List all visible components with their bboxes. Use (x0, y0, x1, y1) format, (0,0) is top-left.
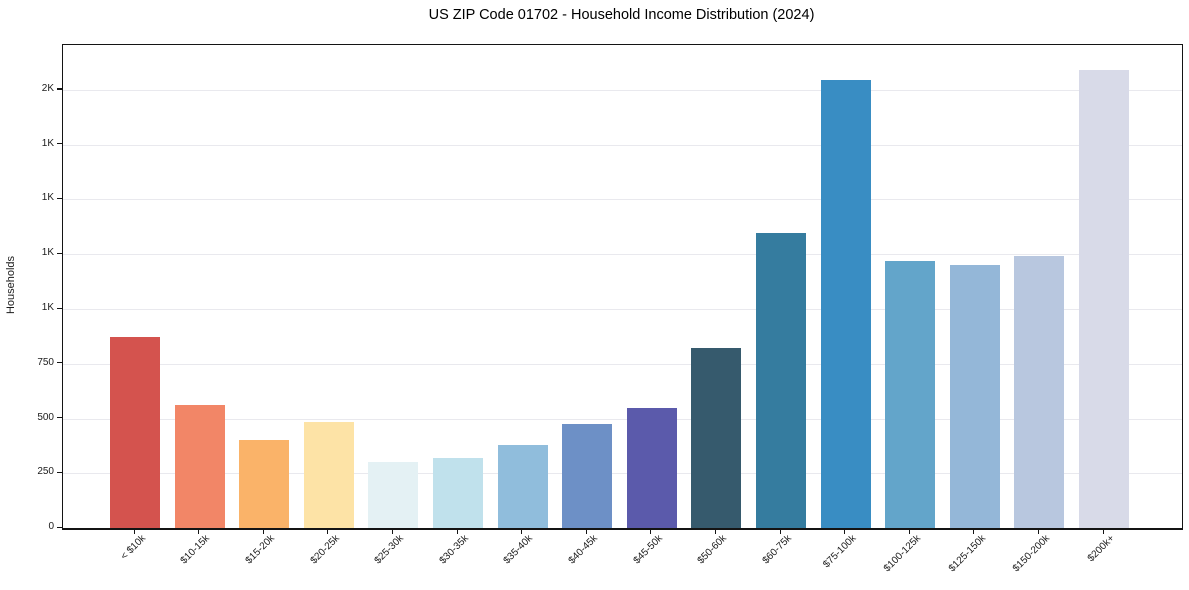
x-tick-mark (585, 529, 587, 534)
x-tick-label: $125-150k (946, 533, 988, 575)
bar (885, 260, 936, 528)
y-gridline (63, 418, 1182, 420)
y-gridline (63, 144, 1182, 146)
y-tick-label: 500 (37, 411, 54, 423)
bar (303, 421, 354, 528)
bar (626, 407, 677, 528)
y-gridline (63, 309, 1182, 310)
bar (1079, 70, 1129, 528)
x-tick-mark (714, 529, 717, 534)
x-tick-label: $10-15k (179, 533, 213, 567)
x-tick-mark (521, 529, 523, 534)
x-tick-mark (456, 529, 458, 534)
y-tick-mark (57, 417, 62, 419)
y-tick-mark (57, 307, 62, 309)
x-tick-mark (844, 529, 846, 534)
x-tick-mark (650, 529, 652, 534)
y-tick-mark (57, 252, 62, 254)
bar (820, 80, 871, 528)
y-axis-label: Households (5, 255, 17, 315)
x-tick-label: $60-75k (760, 533, 794, 567)
x-tick-label: $40-45k (566, 533, 600, 567)
x-tick-label: $75-100k (821, 533, 859, 571)
bar (756, 233, 806, 528)
y-gridline (63, 473, 1182, 475)
y-tick-label: 250 (37, 466, 54, 478)
bar (239, 440, 290, 528)
bar (433, 457, 483, 528)
y-tick-label: 1K (41, 247, 54, 259)
bar (174, 405, 225, 528)
y-tick-mark (57, 197, 62, 200)
x-tick-label: $25-30k (372, 533, 407, 567)
x-tick-label: $45-50k (631, 533, 665, 567)
y-gridline (63, 254, 1182, 256)
bar (562, 424, 613, 528)
chart-title: US ZIP Code 01702 - Household Income Dis… (428, 7, 815, 23)
y-tick-label: 1K (41, 137, 54, 149)
y-tick-label: 0 (48, 521, 54, 532)
y-tick-label: 1K (41, 192, 54, 204)
bar (1014, 256, 1065, 528)
y-tick-mark (57, 471, 62, 473)
x-tick-mark (262, 529, 264, 534)
y-tick-label: 750 (37, 356, 54, 368)
x-tick-label: $150-200k (1010, 533, 1053, 575)
y-gridline (63, 363, 1182, 365)
bar (110, 337, 160, 528)
x-tick-label: $100-125k (881, 533, 923, 575)
x-tick-mark (198, 529, 200, 534)
bar (497, 445, 548, 528)
y-tick-label: 2K (41, 82, 54, 94)
x-tick-label: < $10k (118, 533, 148, 563)
x-tick-mark (1037, 529, 1040, 534)
x-tick-label: $50-60k (695, 533, 730, 567)
x-tick-mark (1102, 529, 1104, 534)
bar (949, 265, 1000, 528)
x-tick-mark (779, 529, 781, 534)
x-tick-label: $200k+ (1085, 533, 1117, 565)
bar (691, 348, 742, 528)
x-tick-label: $30-35k (437, 533, 471, 567)
x-tick-mark (908, 529, 910, 534)
y-tick-label: 1K (41, 302, 54, 313)
y-tick-mark (57, 362, 62, 364)
y-tick-mark (57, 526, 62, 528)
x-tick-label: $35-40k (502, 533, 536, 567)
x-tick-mark (973, 529, 975, 534)
y-gridline (63, 89, 1182, 91)
x-tick-mark (327, 529, 329, 534)
y-tick-mark (57, 143, 62, 145)
x-tick-mark (133, 529, 135, 534)
x-tick-label: $20-25k (308, 533, 342, 567)
x-tick-label: $15-20k (243, 533, 277, 567)
bar (368, 462, 419, 528)
y-tick-mark (57, 88, 62, 90)
y-gridline (63, 199, 1182, 201)
plot-area (62, 44, 1183, 530)
x-tick-mark (391, 529, 394, 534)
